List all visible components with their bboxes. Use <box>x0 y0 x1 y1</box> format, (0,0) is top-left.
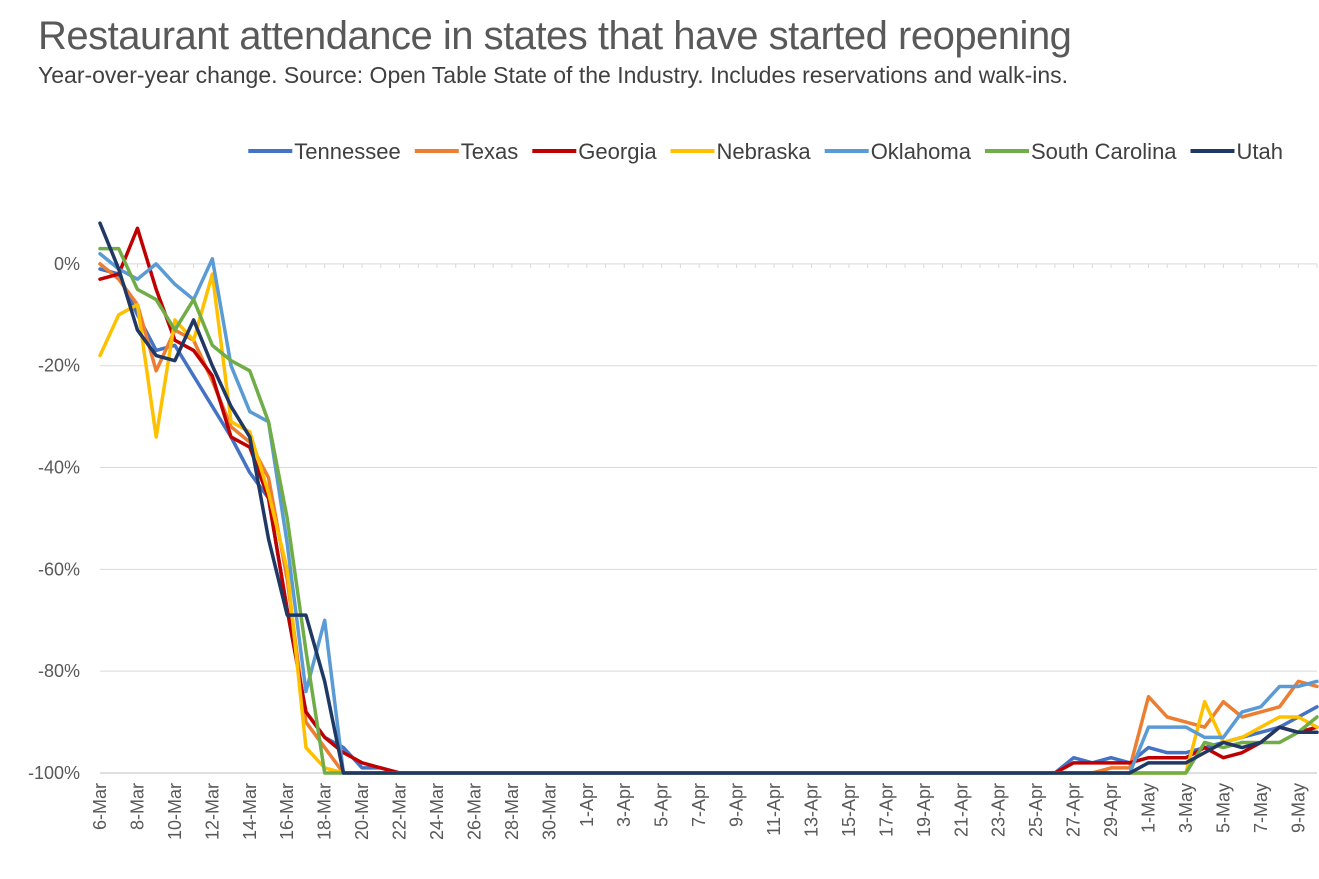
x-tick-label: 17-Apr <box>876 783 896 837</box>
legend-label: Georgia <box>578 139 657 164</box>
x-tick-label: 28-Mar <box>502 783 522 840</box>
x-tick-label: 12-Mar <box>202 783 222 840</box>
x-tick-label: 5-Apr <box>652 783 672 827</box>
x-tick-label: 29-Apr <box>1101 783 1121 837</box>
series-line-utah <box>98 221 1319 775</box>
x-tick-label: 20-Mar <box>352 783 372 840</box>
y-tick-label: -60% <box>38 559 80 579</box>
x-tick-label: 7-May <box>1251 783 1271 833</box>
legend-label: Utah <box>1237 139 1283 164</box>
x-tick-label: 1-Apr <box>577 783 597 827</box>
chart-title: Restaurant attendance in states that hav… <box>38 14 1072 58</box>
x-tick-label: 6-Mar <box>90 783 110 830</box>
legend-item: Oklahoma <box>824 139 972 164</box>
x-tick-label: 27-Apr <box>1064 783 1084 837</box>
legend-label: Oklahoma <box>871 139 972 164</box>
legend-item: Tennessee <box>248 139 401 164</box>
x-tick-label: 18-Mar <box>315 783 335 840</box>
y-tick-label: -100% <box>28 763 80 783</box>
x-tick-label: 23-Apr <box>989 783 1009 837</box>
x-tick-label: 16-Mar <box>277 783 297 840</box>
legend-label: Texas <box>461 139 518 164</box>
chart-subtitle: Year-over-year change. Source: Open Tabl… <box>38 62 1069 88</box>
x-tick-label: 8-Mar <box>127 783 147 830</box>
x-tick-label: 1-May <box>1138 783 1158 833</box>
y-tick-label: 0% <box>54 254 80 274</box>
legend-label: South Carolina <box>1031 139 1177 164</box>
x-tick-label: 7-Apr <box>689 783 709 827</box>
series-line-oklahoma <box>98 251 1319 775</box>
legend-item: Georgia <box>532 139 657 164</box>
legend-item: Texas <box>414 139 518 164</box>
legend: Tennessee Texas Georgia Nebraska Oklahoma Sou… <box>248 139 1283 164</box>
x-tick-label: 14-Mar <box>240 783 260 840</box>
x-tick-label: 30-Mar <box>539 783 559 840</box>
x-tick-label: 26-Mar <box>464 783 484 840</box>
x-tick-label: 24-Mar <box>427 783 447 840</box>
legend-label: Tennessee <box>294 139 400 164</box>
y-tick-label: -80% <box>38 661 80 681</box>
legend-item: Utah <box>1190 139 1283 164</box>
x-tick-label: 21-Apr <box>951 783 971 837</box>
x-tick-label: 3-Apr <box>614 783 634 827</box>
x-tick-label: 13-Apr <box>801 783 821 837</box>
x-tick-label: 11-Apr <box>764 783 784 836</box>
y-tick-label: -40% <box>38 458 80 478</box>
y-tick-label: -20% <box>38 356 80 376</box>
x-tick-label: 5-May <box>1213 783 1233 833</box>
legend-item: South Carolina <box>985 139 1177 164</box>
legend-label: Nebraska <box>717 139 812 164</box>
legend-item: Nebraska <box>670 139 812 164</box>
x-tick-label: 19-Apr <box>914 783 934 837</box>
x-tick-label: 3-May <box>1176 783 1196 833</box>
x-tick-label: 15-Apr <box>839 783 859 837</box>
x-tick-label: 22-Mar <box>390 783 410 840</box>
x-tick-label: 10-Mar <box>165 783 185 840</box>
x-tick-label: 9-May <box>1288 783 1308 833</box>
x-tick-label: 25-Apr <box>1026 783 1046 837</box>
x-tick-label: 9-Apr <box>727 783 747 827</box>
